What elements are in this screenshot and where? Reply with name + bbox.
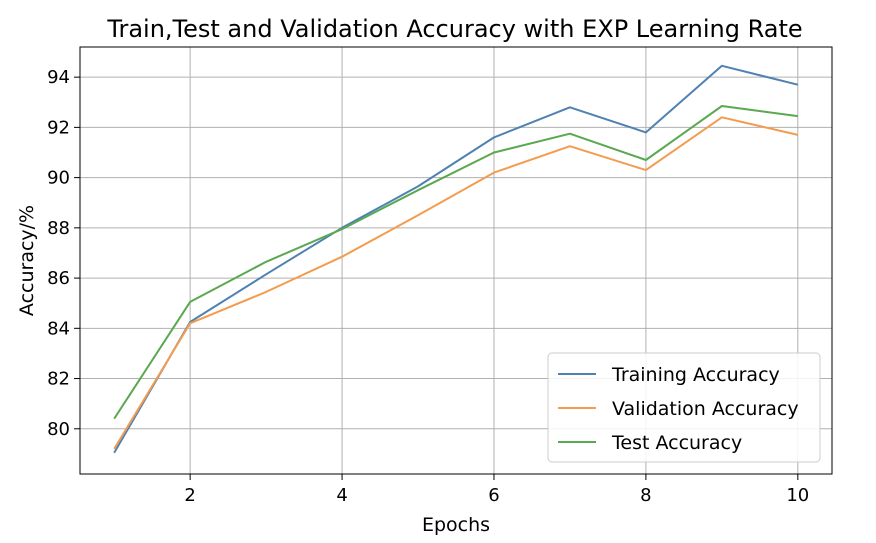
legend-box [547, 352, 821, 463]
chart-title: Train,Test and Validation Accuracy with … [106, 15, 802, 43]
y-tick-label: 84 [47, 318, 70, 339]
x-tick-label: 4 [336, 485, 347, 506]
x-tick-label: 10 [786, 485, 809, 506]
y-axis-ticks: 80 82 84 86 88 90 92 94 [47, 67, 80, 440]
series-line [113, 105, 798, 420]
y-axis-label: Accuracy/% [16, 205, 38, 316]
plot-frame [79, 46, 833, 475]
y-tick-label: 94 [47, 67, 70, 88]
series-line [113, 64, 799, 454]
legend-label: Test Accuracy [611, 432, 742, 454]
legend-label: Training Accuracy [611, 364, 780, 386]
x-tick-label: 6 [488, 485, 499, 506]
y-tick-label: 80 [47, 419, 70, 440]
x-axis-label: Epochs [422, 514, 490, 536]
x-tick-label: 8 [640, 485, 651, 506]
legend: Training Accuracy Validation Accuracy Test… [547, 352, 821, 463]
series-lines [113, 64, 799, 454]
x-tick-label: 2 [184, 485, 195, 506]
y-tick-label: 86 [47, 268, 70, 289]
y-tick-label: 90 [47, 168, 70, 189]
x-axis-ticks: 2 4 6 8 10 [184, 474, 809, 506]
y-tick-label: 92 [47, 117, 70, 138]
grid-lines [80, 47, 832, 474]
legend-label: Validation Accuracy [612, 398, 799, 420]
series-line [113, 116, 799, 450]
y-tick-label: 88 [47, 218, 70, 239]
y-tick-label: 82 [47, 369, 70, 390]
